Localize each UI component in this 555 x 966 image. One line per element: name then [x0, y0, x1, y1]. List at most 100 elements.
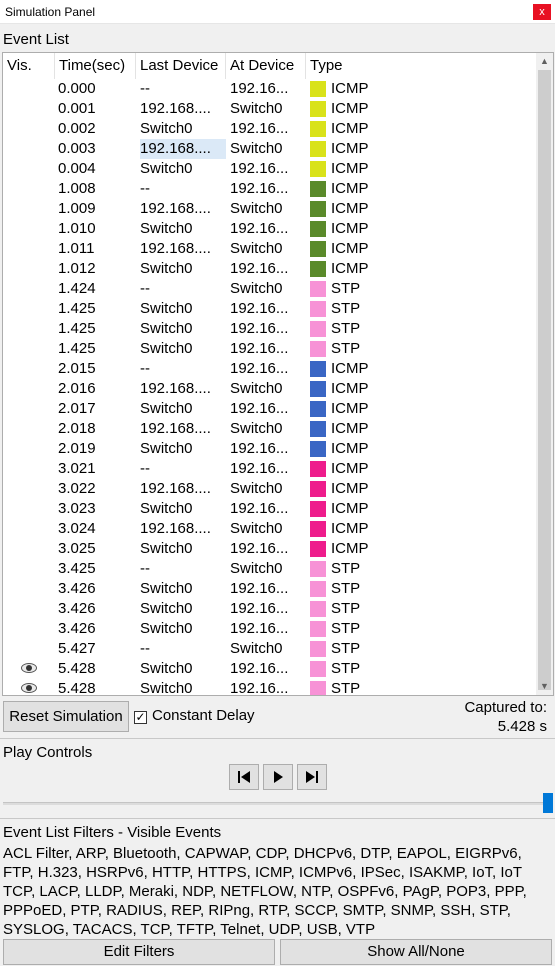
- row-visibility[interactable]: [3, 399, 55, 419]
- row-last-device: Switch0: [140, 440, 193, 457]
- row-visibility[interactable]: [3, 619, 55, 639]
- row-at-device: 192.16...: [230, 680, 289, 696]
- table-row[interactable]: 5.428 Switch0 192.16... STP: [3, 659, 537, 679]
- row-at-device: 192.16...: [230, 620, 289, 637]
- row-visibility[interactable]: [3, 659, 55, 679]
- edit-filters-button[interactable]: Edit Filters: [3, 939, 275, 965]
- table-row[interactable]: 3.023 Switch0 192.16... ICMP: [3, 499, 537, 519]
- row-visibility[interactable]: [3, 679, 55, 695]
- table-row[interactable]: 1.008 -- 192.16... ICMP: [3, 179, 537, 199]
- play-button[interactable]: [263, 764, 293, 790]
- table-row[interactable]: 1.425 Switch0 192.16... STP: [3, 339, 537, 359]
- row-visibility[interactable]: [3, 139, 55, 159]
- close-button[interactable]: x: [533, 4, 551, 20]
- table-row[interactable]: 1.424 -- Switch0 STP: [3, 279, 537, 299]
- back-button[interactable]: [229, 764, 259, 790]
- column-header-vis[interactable]: Vis.: [3, 53, 55, 79]
- table-row[interactable]: 3.426 Switch0 192.16... STP: [3, 579, 537, 599]
- table-row[interactable]: 5.428 Switch0 192.16... STP: [3, 679, 537, 696]
- table-row[interactable]: 3.022 192.168.... Switch0 ICMP: [3, 479, 537, 499]
- row-visibility[interactable]: [3, 99, 55, 119]
- row-time: 3.022: [58, 480, 96, 497]
- row-visibility[interactable]: [3, 119, 55, 139]
- show-all-none-button[interactable]: Show All/None: [280, 939, 552, 965]
- row-visibility[interactable]: [3, 159, 55, 179]
- table-row[interactable]: 2.017 Switch0 192.16... ICMP: [3, 399, 537, 419]
- table-row[interactable]: 1.425 Switch0 192.16... STP: [3, 299, 537, 319]
- table-row[interactable]: 1.011 192.168.... Switch0 ICMP: [3, 239, 537, 259]
- row-visibility[interactable]: [3, 259, 55, 279]
- row-time: 0.004: [58, 160, 96, 177]
- row-time: 2.016: [58, 380, 96, 397]
- table-row[interactable]: 0.000 -- 192.16... ICMP: [3, 79, 537, 99]
- row-visibility[interactable]: [3, 279, 55, 299]
- row-visibility[interactable]: [3, 579, 55, 599]
- column-header-last-device[interactable]: Last Device: [136, 53, 226, 79]
- row-type: ICMP: [331, 460, 369, 477]
- table-row[interactable]: 3.025 Switch0 192.16... ICMP: [3, 539, 537, 559]
- row-type: ICMP: [331, 480, 369, 497]
- row-visibility[interactable]: [3, 599, 55, 619]
- row-visibility[interactable]: [3, 299, 55, 319]
- row-visibility[interactable]: [3, 419, 55, 439]
- table-row[interactable]: 2.015 -- 192.16... ICMP: [3, 359, 537, 379]
- column-header-time[interactable]: Time(sec): [55, 53, 136, 79]
- table-row[interactable]: 3.021 -- 192.16... ICMP: [3, 459, 537, 479]
- type-color-swatch: [310, 461, 326, 477]
- row-visibility[interactable]: [3, 539, 55, 559]
- type-color-swatch: [310, 621, 326, 637]
- table-row[interactable]: 0.001 192.168.... Switch0 ICMP: [3, 99, 537, 119]
- row-visibility[interactable]: [3, 219, 55, 239]
- playback-slider-track[interactable]: [3, 802, 543, 805]
- row-type: ICMP: [331, 440, 369, 457]
- playback-slider-thumb[interactable]: [543, 793, 553, 813]
- scroll-down-icon[interactable]: ▼: [540, 681, 549, 691]
- scroll-up-icon[interactable]: ▲: [540, 56, 549, 66]
- row-visibility[interactable]: [3, 79, 55, 99]
- row-visibility[interactable]: [3, 199, 55, 219]
- forward-button[interactable]: [297, 764, 327, 790]
- table-row[interactable]: 2.016 192.168.... Switch0 ICMP: [3, 379, 537, 399]
- type-color-swatch: [310, 561, 326, 577]
- row-visibility[interactable]: [3, 179, 55, 199]
- row-type: STP: [331, 640, 361, 657]
- scroll-thumb[interactable]: [538, 70, 551, 690]
- row-visibility[interactable]: [3, 519, 55, 539]
- row-at-device: 192.16...: [230, 260, 289, 277]
- table-row[interactable]: 1.009 192.168.... Switch0 ICMP: [3, 199, 537, 219]
- row-visibility[interactable]: [3, 499, 55, 519]
- type-color-swatch: [310, 301, 326, 317]
- reset-simulation-button[interactable]: Reset Simulation: [3, 701, 129, 732]
- table-row[interactable]: 2.018 192.168.... Switch0 ICMP: [3, 419, 537, 439]
- table-row[interactable]: 1.012 Switch0 192.16... ICMP: [3, 259, 537, 279]
- row-visibility[interactable]: [3, 459, 55, 479]
- row-visibility[interactable]: [3, 319, 55, 339]
- row-visibility[interactable]: [3, 339, 55, 359]
- type-color-swatch: [310, 401, 326, 417]
- column-header-at-device[interactable]: At Device: [226, 53, 306, 79]
- table-row[interactable]: 0.003 192.168.... Switch0 ICMP: [3, 139, 537, 159]
- table-row[interactable]: 3.425 -- Switch0 STP: [3, 559, 537, 579]
- row-visibility[interactable]: [3, 239, 55, 259]
- table-row[interactable]: 3.426 Switch0 192.16... STP: [3, 619, 537, 639]
- vertical-scrollbar[interactable]: ▲ ▼: [536, 53, 553, 695]
- table-row[interactable]: 2.019 Switch0 192.16... ICMP: [3, 439, 537, 459]
- constant-delay-checkbox[interactable]: ✓: [134, 711, 147, 724]
- row-at-device: 192.16...: [230, 340, 289, 357]
- table-row[interactable]: 3.024 192.168.... Switch0 ICMP: [3, 519, 537, 539]
- row-visibility[interactable]: [3, 479, 55, 499]
- constant-delay-toggle[interactable]: ✓ Constant Delay: [134, 707, 255, 724]
- table-row[interactable]: 1.425 Switch0 192.16... STP: [3, 319, 537, 339]
- row-visibility[interactable]: [3, 639, 55, 659]
- table-row[interactable]: 1.010 Switch0 192.16... ICMP: [3, 219, 537, 239]
- table-row[interactable]: 0.004 Switch0 192.16... ICMP: [3, 159, 537, 179]
- divider: [0, 738, 555, 739]
- table-row[interactable]: 5.427 -- Switch0 STP: [3, 639, 537, 659]
- row-visibility[interactable]: [3, 439, 55, 459]
- column-header-type[interactable]: Type: [310, 57, 343, 74]
- row-visibility[interactable]: [3, 559, 55, 579]
- row-visibility[interactable]: [3, 359, 55, 379]
- table-row[interactable]: 3.426 Switch0 192.16... STP: [3, 599, 537, 619]
- row-visibility[interactable]: [3, 379, 55, 399]
- table-row[interactable]: 0.002 Switch0 192.16... ICMP: [3, 119, 537, 139]
